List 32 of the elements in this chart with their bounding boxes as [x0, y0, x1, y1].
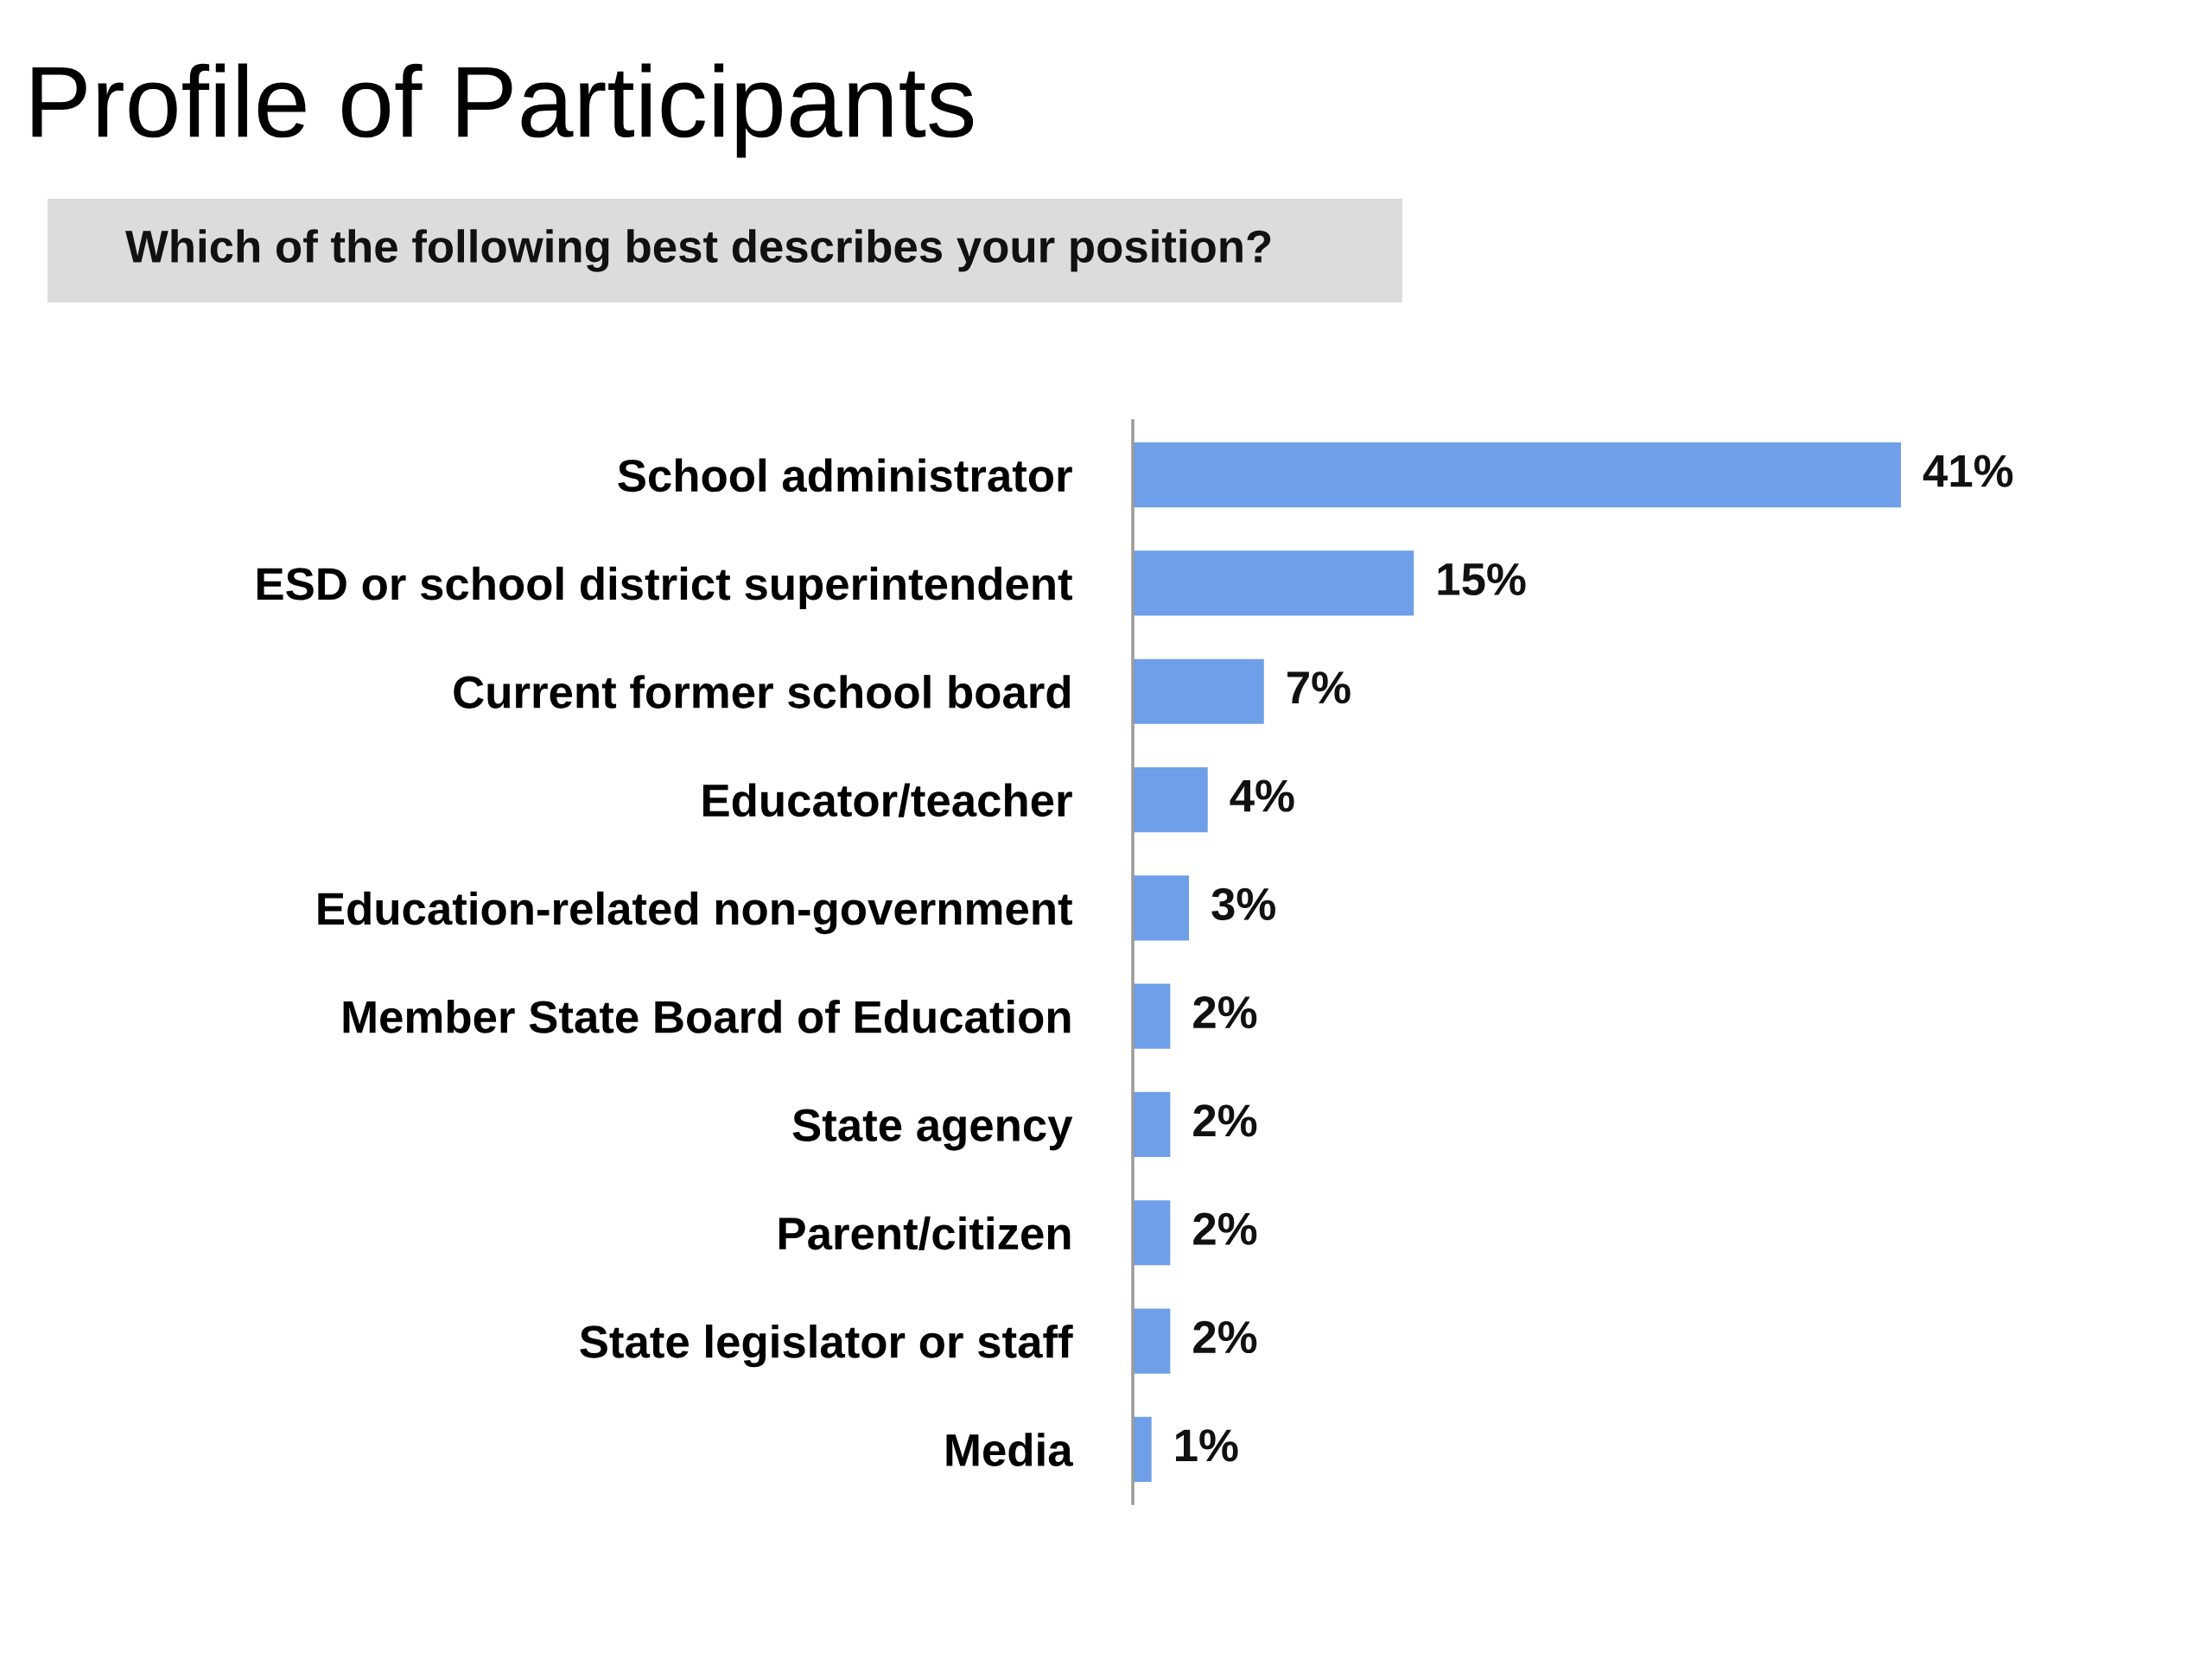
bar: [1133, 1416, 1152, 1482]
data-label: 2%: [1193, 1212, 1257, 1245]
data-label: 2%: [1193, 995, 1257, 1029]
bar: [1133, 658, 1264, 724]
chart-title: Profile of Participants: [32, 63, 974, 158]
y-tick-label: State agency: [792, 1109, 1073, 1151]
bar: [1133, 1091, 1171, 1158]
y-tick-label: Parent/citizen: [779, 1216, 1071, 1250]
bar: [1133, 875, 1190, 941]
data-label: 2%: [1193, 1104, 1257, 1137]
data-label: 2%: [1193, 1320, 1257, 1354]
y-tick-label: Current former school board: [454, 675, 1071, 709]
data-label: 41%: [1923, 454, 2013, 487]
y-tick-label: Education-related non-government: [318, 891, 1072, 935]
bar: [1133, 766, 1208, 833]
y-tick-label: Educator/teacher: [702, 783, 1072, 817]
data-label: 4%: [1230, 779, 1294, 812]
bar: [1133, 1200, 1171, 1266]
data-label: 7%: [1287, 671, 1351, 704]
text: Which of the following best describes your position?: [125, 229, 1271, 272]
bar: [1133, 983, 1171, 1049]
data-label: 15%: [1438, 563, 1526, 596]
bar: [1133, 1308, 1171, 1374]
y-tick-label: Member State Board of Education: [343, 1000, 1071, 1033]
data-label: 3%: [1211, 887, 1275, 921]
y-tick-label: Media: [946, 1433, 1073, 1466]
y-tick-label: State legislator or staff: [580, 1324, 1073, 1368]
y-tick-label: School administrator: [618, 458, 1072, 493]
bar: [1133, 550, 1414, 616]
y-tick-label: ESD or school district superintendent: [257, 566, 1072, 610]
data-label: 1%: [1176, 1429, 1238, 1462]
bar: [1133, 442, 1901, 508]
